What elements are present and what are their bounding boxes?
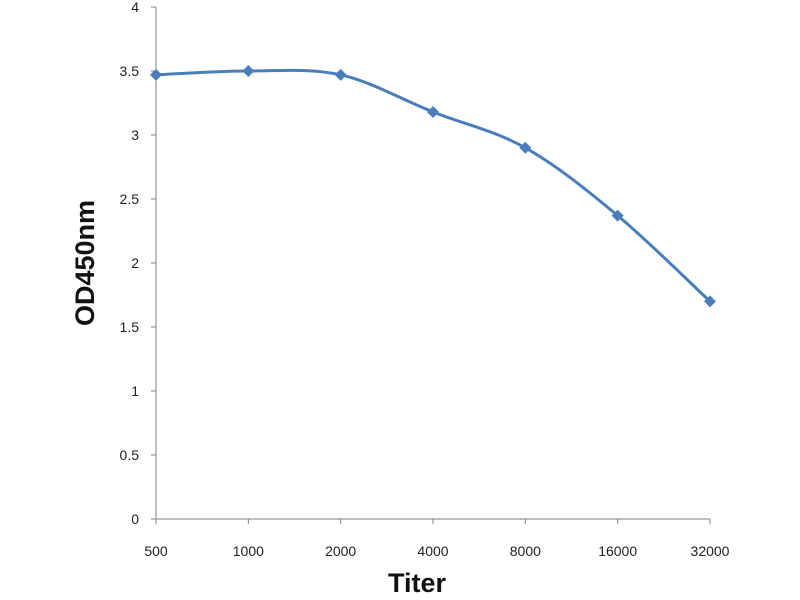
x-tick-label: 500 [144,543,168,559]
series-line [155,68,712,303]
x-tick-label: 8000 [510,543,541,559]
y-tick-label: 0 [131,511,139,527]
y-tick-label: 1 [131,383,139,399]
y-tick-label: 3 [131,127,139,143]
y-tick-label: 1.5 [120,319,140,335]
x-tick-label: 16000 [598,543,637,559]
y-tick-label: 2.5 [120,191,140,207]
y-tick-group: 0 0.5 1 1.5 2 2.5 3 3.5 4 [120,0,156,527]
x-tick-label: 32000 [691,543,730,559]
x-tick-label: 2000 [325,543,356,559]
y-axis-title: OD450nm [70,200,100,326]
x-tick-label: 1000 [233,543,264,559]
axes [155,7,710,520]
y-tick-label: 3.5 [120,63,140,79]
data-point-marker [704,295,716,308]
series-group [150,65,716,308]
data-point-marker [334,68,347,81]
data-point-marker [242,65,255,77]
data-point-marker [611,209,624,222]
x-axis-title: Titer [388,568,447,598]
y-tick-label: 0.5 [120,447,140,463]
y-tick-label: 2 [131,255,139,271]
data-point-marker [150,68,162,81]
y-tick-label: 4 [131,0,139,15]
x-tick-group: 500 1000 2000 4000 8000 16000 32000 [144,519,730,559]
data-point-marker [519,141,532,154]
x-tick-label: 4000 [417,543,448,559]
data-point-marker [427,105,439,118]
